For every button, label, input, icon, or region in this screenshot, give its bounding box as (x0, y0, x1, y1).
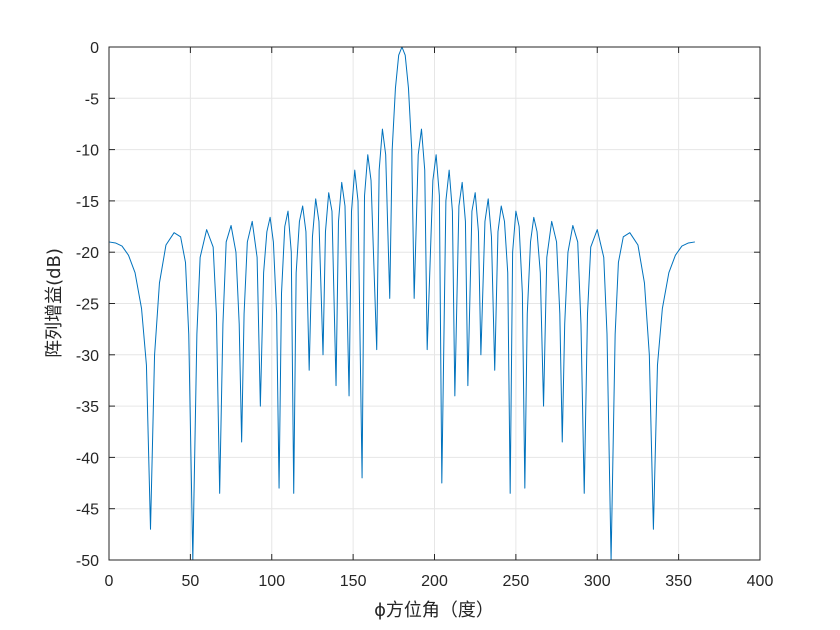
y-tick-label: -35 (76, 399, 99, 416)
x-tick-label: 150 (340, 573, 367, 590)
x-tick-label: 350 (665, 573, 692, 590)
x-tick-label: 0 (105, 573, 114, 590)
y-tick-label: -20 (76, 245, 99, 262)
y-tick-label: -50 (76, 553, 99, 570)
x-axis-label: ϕ方位角（度） (374, 600, 494, 621)
x-tick-label: 100 (258, 573, 285, 590)
x-tick-label: 50 (181, 573, 199, 590)
ticks: 0 50 100 150 200 250 300 350 400 0 -5 -10 -15 -20 -25 -… (76, 40, 774, 590)
x-tick-label: 250 (503, 573, 530, 590)
x-tick-label: 400 (747, 573, 774, 590)
y-tick-label: -45 (76, 502, 99, 519)
grid (108, 46, 761, 561)
x-tick-label: 200 (421, 573, 448, 590)
y-tick-label: -25 (76, 297, 99, 314)
x-tick-label: 300 (584, 573, 611, 590)
y-tick-label: -10 (76, 143, 99, 160)
y-axis-label: 阵列增益(dB) (44, 248, 65, 358)
y-tick-label: -5 (85, 91, 99, 108)
y-tick-label: -40 (76, 450, 99, 467)
y-tick-label: -30 (76, 348, 99, 365)
y-tick-label: 0 (90, 40, 99, 57)
y-tick-label: -15 (76, 194, 99, 211)
